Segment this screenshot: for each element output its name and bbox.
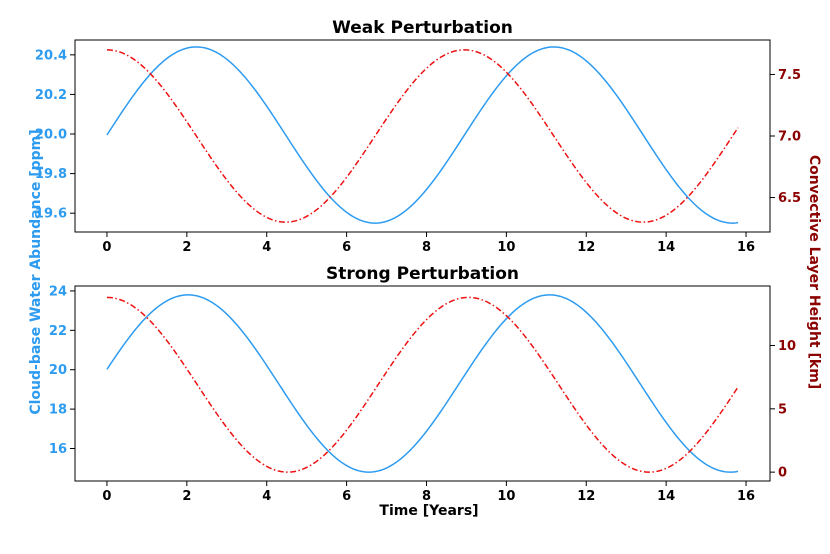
y-tick-label-left: 22 (49, 324, 67, 339)
x-tick-label: 10 (497, 489, 515, 504)
x-tick-label: 14 (657, 489, 675, 504)
series-line-water-abundance-1 (106, 46, 739, 224)
x-tick-label: 14 (657, 240, 675, 255)
plot-frame-2 (74, 285, 771, 482)
y-tick-label-right: 7.0 (778, 130, 801, 145)
y-tick-label-right: 0 (778, 466, 787, 481)
x-tick-label: 4 (262, 240, 271, 255)
series-line-water-abundance-2 (106, 294, 739, 473)
y-tick-label-left: 20.2 (35, 88, 67, 103)
x-tick-label: 12 (577, 489, 595, 504)
series-line-layer-height-2 (106, 296, 739, 473)
y-tick-label-left: 19.6 (35, 207, 67, 222)
x-tick-label: 12 (577, 240, 595, 255)
x-tick-label: 10 (497, 240, 515, 255)
y-tick-label-right: 6.5 (778, 191, 801, 206)
x-axis-label: Time [Years] (379, 503, 478, 519)
x-tick-label: 16 (737, 489, 755, 504)
y-tick-label-right: 5 (778, 402, 787, 417)
x-tick-label: 4 (262, 489, 271, 504)
chart-title-2: Strong Perturbation (326, 264, 519, 284)
plot-frame-1 (74, 39, 771, 233)
y-tick-label-left: 20 (49, 363, 67, 378)
y-tick-label-left: 20.4 (35, 48, 67, 63)
x-tick-label: 0 (102, 240, 111, 255)
y-tick-label-right: 7.5 (778, 68, 801, 83)
y-axis-label-right: Convective Layer Height [km] (806, 155, 822, 389)
x-tick-label: 8 (422, 489, 431, 504)
y-axis-label-left: Cloud-base Water Abundance [ppm] (28, 129, 44, 414)
series-line-layer-height-1 (106, 49, 739, 223)
chart-title-1: Weak Perturbation (332, 18, 513, 38)
x-tick-label: 16 (737, 240, 755, 255)
y-tick-label-left: 19.8 (35, 167, 67, 182)
x-tick-label: 0 (102, 489, 111, 504)
y-tick-label-right: 10 (778, 339, 796, 354)
x-tick-label: 2 (182, 240, 191, 255)
x-tick-label: 6 (342, 240, 351, 255)
y-tick-label-left: 16 (49, 442, 67, 457)
x-tick-label: 2 (182, 489, 191, 504)
x-tick-label: 6 (342, 489, 351, 504)
y-tick-label-left: 18 (49, 403, 67, 418)
y-tick-label-left: 24 (49, 284, 67, 299)
x-tick-label: 8 (422, 240, 431, 255)
y-tick-label-left: 20.0 (35, 128, 67, 143)
